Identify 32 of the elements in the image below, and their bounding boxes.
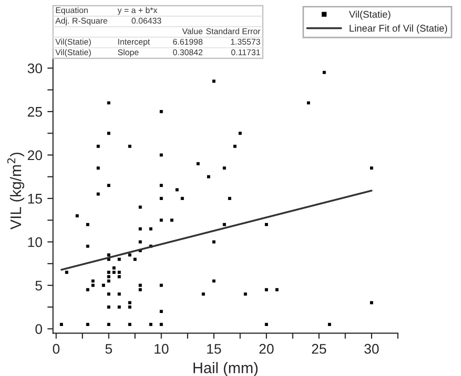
x-tick-label: 20 (259, 344, 274, 354)
y-tick-label: 15 (28, 194, 42, 204)
y-tick-label: 5 (35, 280, 42, 291)
x-tick-label: 30 (364, 344, 379, 354)
y-tick-label: 30 (28, 63, 42, 74)
text: 6.61998 (173, 38, 202, 45)
text: Intercept (118, 38, 150, 46)
text: 1.35573 (230, 38, 260, 45)
text: Adj. R-Square (55, 18, 108, 26)
y-tick-label: 25 (28, 106, 42, 117)
text: 0.06433 (132, 18, 162, 24)
text: Vil(Statie) (55, 38, 91, 46)
legend-label: Vil(Statie) (348, 10, 390, 20)
x-tick-label: 10 (154, 344, 168, 354)
x-tick-label: 5 (105, 344, 112, 354)
x-axis-title: Hail (mm) (194, 362, 258, 376)
text: Equation (56, 7, 88, 15)
y-tick-label: 20 (28, 150, 42, 160)
x-tick-label: 15 (207, 344, 222, 354)
annotation: Vil(Statie) (55, 49, 91, 57)
x-tick-label: 0 (52, 344, 60, 354)
y-tick-label: 10 (28, 237, 42, 248)
y-axis-title: VIL (kg/m$^{2}$) (7, 152, 24, 230)
text: Value (182, 28, 202, 34)
text: y = a + b*x (118, 7, 158, 15)
x-tick-label: 25 (312, 344, 326, 354)
annotation: 0.11731 (231, 49, 260, 56)
annotation: Slope (118, 49, 138, 57)
legend-label: Linear Fit of Vil (Statie) (350, 24, 448, 34)
annotation: 0.30842 (173, 49, 202, 56)
text: Standard Error (206, 28, 260, 34)
y-tick-label: 0 (35, 324, 42, 334)
